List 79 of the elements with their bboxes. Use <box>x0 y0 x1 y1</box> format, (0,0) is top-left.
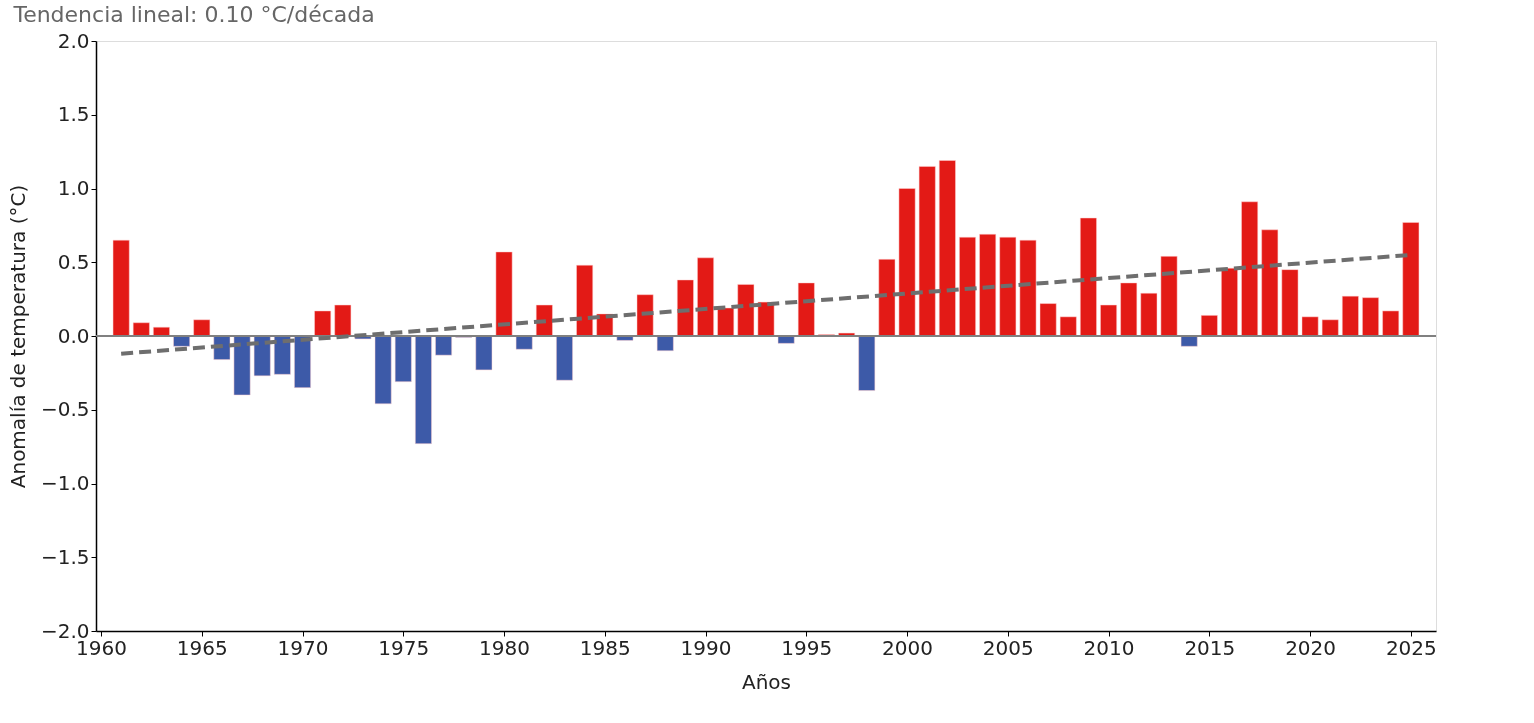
bar <box>979 233 997 337</box>
x-tick-label: 1985 <box>579 635 631 660</box>
x-tick-label: 2000 <box>882 635 934 660</box>
bar <box>132 322 150 337</box>
bar <box>1140 292 1158 337</box>
bar <box>475 335 493 371</box>
bar <box>515 335 533 350</box>
bar <box>898 188 916 337</box>
bar <box>959 236 976 337</box>
bar <box>415 335 432 444</box>
y-tick-label: 0.0 <box>57 323 90 348</box>
bar <box>717 307 735 337</box>
bar <box>757 301 775 337</box>
bar <box>938 160 956 337</box>
bar <box>173 335 190 347</box>
bar <box>314 310 332 337</box>
bar <box>233 335 251 396</box>
bar <box>435 335 452 356</box>
bar <box>374 335 392 405</box>
bar <box>1281 269 1299 337</box>
bar <box>1039 303 1057 337</box>
bar <box>1180 335 1198 347</box>
x-tick-label: 2020 <box>1285 635 1337 660</box>
bar <box>1080 217 1097 337</box>
bar <box>858 335 876 391</box>
x-tick-label: 1990 <box>680 635 732 660</box>
bar <box>1362 297 1379 337</box>
bar <box>1241 201 1259 337</box>
bar <box>1019 239 1037 337</box>
bar <box>797 282 815 337</box>
bar <box>294 335 311 388</box>
y-tick-label: 2.0 <box>57 28 90 53</box>
x-tick-label: 1980 <box>479 635 530 660</box>
chart-title: Tendencia lineal: 0.10 °C/década <box>12 2 375 27</box>
bar <box>1160 256 1178 337</box>
bar <box>1261 229 1279 337</box>
bar <box>1221 267 1238 337</box>
y-tick-label: −1.0 <box>40 471 90 495</box>
bar <box>1342 295 1359 337</box>
bar <box>1301 316 1319 337</box>
x-tick-label: 1995 <box>781 635 833 660</box>
bar <box>636 294 654 337</box>
bar <box>1402 222 1420 337</box>
y-tick-label: 0.5 <box>57 249 90 274</box>
bar <box>193 319 211 337</box>
bar <box>1059 316 1077 337</box>
bar <box>112 239 130 337</box>
bar <box>1382 310 1400 337</box>
bar <box>656 335 674 351</box>
bar <box>999 236 1017 337</box>
x-tick-label: 2025 <box>1385 635 1437 660</box>
bar <box>918 166 936 337</box>
bar <box>273 335 291 375</box>
bar <box>334 304 352 337</box>
x-tick-label: 2015 <box>1184 635 1236 660</box>
x-tick-label: 1965 <box>176 635 228 660</box>
bar <box>878 259 896 337</box>
bar <box>394 335 412 382</box>
y-tick-label: 1.5 <box>57 102 90 127</box>
x-tick-label: 2005 <box>982 635 1034 660</box>
bar <box>1200 315 1218 337</box>
bar <box>1100 304 1117 337</box>
bar <box>1321 319 1339 337</box>
y-axis-title: Anomalía de temperatura (°C) <box>5 184 30 489</box>
bar <box>737 284 755 337</box>
bar <box>556 335 573 381</box>
bar <box>697 257 714 337</box>
x-tick-label: 2010 <box>1083 635 1135 660</box>
y-tick-label: 1.0 <box>57 176 90 200</box>
x-tick-label: 1975 <box>378 635 430 660</box>
x-axis-title: Años <box>741 669 792 694</box>
bar <box>576 264 594 337</box>
bar <box>677 279 694 337</box>
bar <box>495 251 513 337</box>
y-tick-label: −1.5 <box>40 544 90 569</box>
bar <box>253 335 271 377</box>
bar <box>1120 282 1138 337</box>
x-tick-label: 1970 <box>277 635 329 660</box>
y-tick-label: −0.5 <box>40 397 90 422</box>
